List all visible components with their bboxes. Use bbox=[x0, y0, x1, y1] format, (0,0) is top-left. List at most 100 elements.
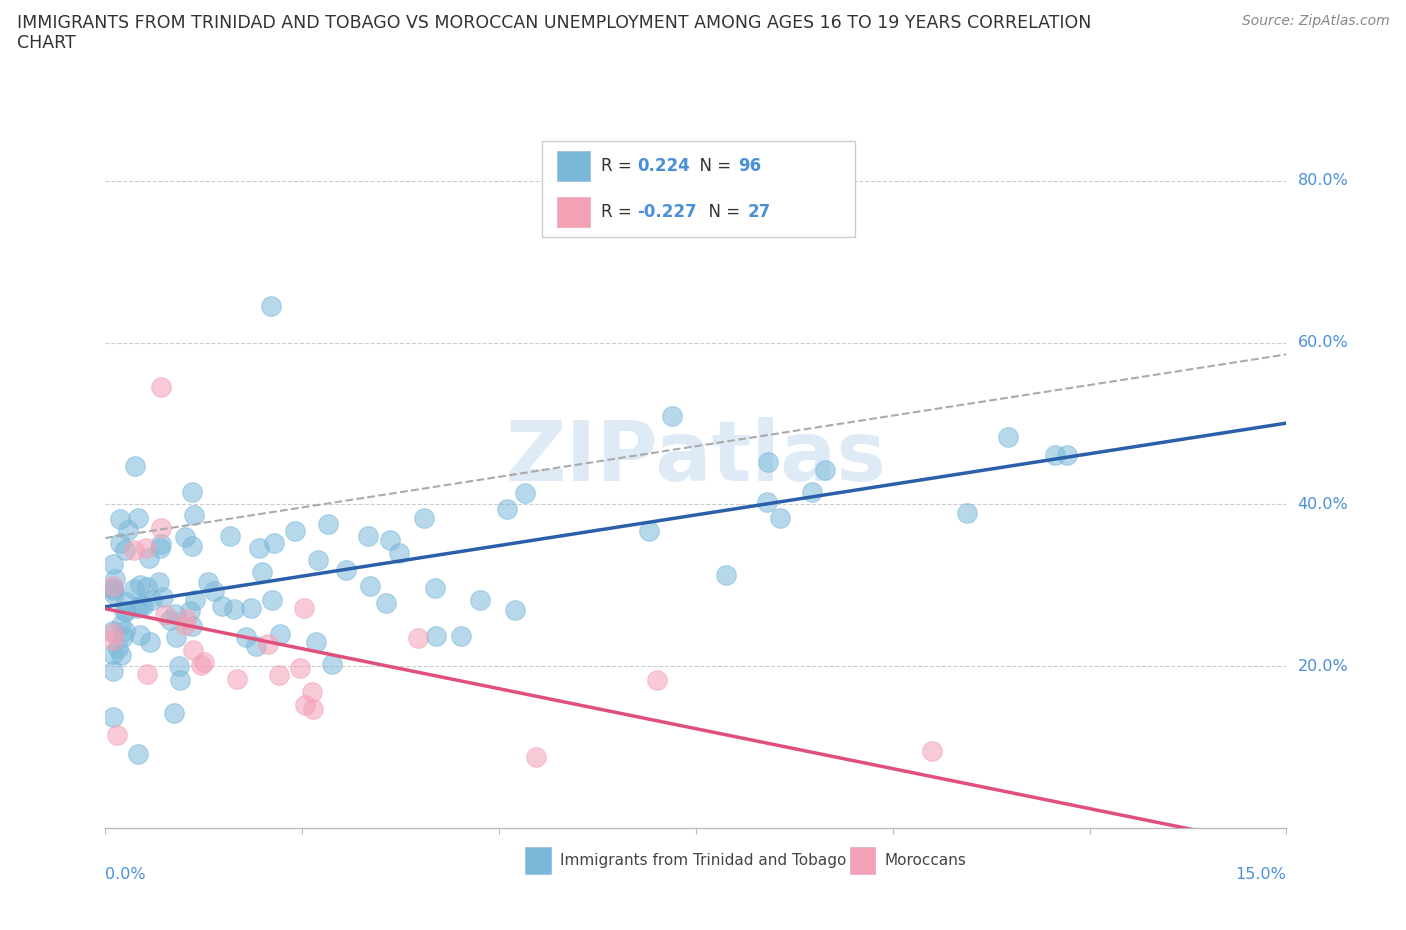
Point bbox=[292, 601, 315, 616]
Point bbox=[250, 565, 273, 579]
Text: Moroccans: Moroccans bbox=[884, 853, 967, 868]
Point bbox=[135, 541, 157, 556]
Point bbox=[318, 517, 340, 532]
Point bbox=[284, 524, 307, 538]
Point bbox=[197, 575, 219, 590]
FancyBboxPatch shape bbox=[557, 151, 589, 181]
Point bbox=[114, 623, 136, 638]
Point bbox=[103, 578, 125, 593]
Point bbox=[112, 629, 135, 644]
Point bbox=[226, 671, 249, 686]
Point bbox=[503, 603, 526, 618]
Point bbox=[211, 598, 233, 613]
Point bbox=[661, 409, 683, 424]
Point bbox=[128, 578, 150, 592]
Point bbox=[139, 635, 162, 650]
Point bbox=[131, 599, 153, 614]
Point bbox=[360, 578, 382, 593]
Point bbox=[645, 673, 668, 688]
Point bbox=[800, 485, 823, 499]
Text: Immigrants from Trinidad and Tobago: Immigrants from Trinidad and Tobago bbox=[560, 853, 846, 868]
Point bbox=[103, 632, 125, 647]
Point bbox=[112, 604, 135, 618]
Point bbox=[378, 532, 401, 547]
Point bbox=[375, 596, 398, 611]
Point bbox=[301, 684, 323, 699]
Text: 0.224: 0.224 bbox=[637, 157, 690, 175]
Text: 0.0%: 0.0% bbox=[105, 867, 146, 882]
Point bbox=[263, 535, 285, 550]
Point bbox=[173, 618, 195, 632]
Text: -0.227: -0.227 bbox=[637, 204, 696, 221]
Point bbox=[239, 601, 262, 616]
Point bbox=[357, 528, 380, 543]
Point bbox=[107, 640, 129, 655]
Point bbox=[117, 523, 139, 538]
Point bbox=[1056, 448, 1078, 463]
Point bbox=[305, 635, 328, 650]
FancyBboxPatch shape bbox=[849, 847, 876, 874]
Point bbox=[637, 524, 659, 538]
Point bbox=[302, 701, 325, 716]
Point bbox=[127, 511, 149, 525]
Point bbox=[152, 590, 174, 604]
Point bbox=[129, 597, 152, 612]
Point bbox=[165, 630, 187, 644]
Point bbox=[115, 604, 138, 618]
Point bbox=[495, 502, 517, 517]
FancyBboxPatch shape bbox=[557, 197, 589, 227]
Point bbox=[470, 592, 492, 607]
Point bbox=[103, 623, 125, 638]
Point bbox=[262, 592, 284, 607]
Point bbox=[148, 575, 170, 590]
Point bbox=[179, 604, 201, 618]
Point bbox=[290, 660, 312, 675]
Point bbox=[103, 586, 125, 601]
Point bbox=[181, 618, 204, 633]
Point bbox=[202, 583, 225, 598]
Point bbox=[125, 600, 148, 615]
Point bbox=[108, 536, 131, 551]
Point bbox=[321, 657, 343, 671]
Point bbox=[103, 625, 125, 640]
Point bbox=[110, 618, 132, 632]
Point bbox=[425, 629, 447, 644]
Point bbox=[103, 646, 125, 661]
Point bbox=[127, 746, 149, 761]
Text: Source: ZipAtlas.com: Source: ZipAtlas.com bbox=[1241, 14, 1389, 28]
Point bbox=[450, 628, 472, 643]
Text: 96: 96 bbox=[738, 157, 762, 175]
Point bbox=[388, 545, 411, 560]
Point bbox=[756, 495, 779, 510]
Point bbox=[184, 593, 207, 608]
Point bbox=[108, 512, 131, 526]
Point bbox=[183, 508, 205, 523]
Text: 40.0%: 40.0% bbox=[1298, 497, 1348, 512]
Point bbox=[814, 462, 837, 477]
Point bbox=[269, 627, 291, 642]
FancyBboxPatch shape bbox=[543, 141, 855, 237]
Text: IMMIGRANTS FROM TRINIDAD AND TOBAGO VS MOROCCAN UNEMPLOYMENT AMONG AGES 16 TO 19: IMMIGRANTS FROM TRINIDAD AND TOBAGO VS M… bbox=[17, 14, 1091, 32]
Point bbox=[756, 454, 779, 469]
Point bbox=[247, 540, 270, 555]
Point bbox=[136, 666, 159, 681]
Point bbox=[103, 664, 125, 679]
Point bbox=[110, 647, 132, 662]
Point bbox=[267, 668, 290, 683]
Point bbox=[180, 538, 202, 553]
Point bbox=[103, 581, 125, 596]
Point bbox=[515, 486, 537, 501]
Point bbox=[193, 655, 215, 670]
Point bbox=[122, 582, 145, 597]
Text: 60.0%: 60.0% bbox=[1298, 335, 1348, 350]
Point bbox=[425, 580, 447, 595]
Point bbox=[128, 628, 150, 643]
Point bbox=[136, 579, 159, 594]
Point bbox=[294, 698, 316, 712]
Point bbox=[307, 553, 329, 568]
Point bbox=[150, 521, 173, 536]
Point bbox=[149, 540, 172, 555]
Point bbox=[122, 542, 145, 557]
Point bbox=[163, 706, 186, 721]
Point bbox=[103, 582, 125, 597]
